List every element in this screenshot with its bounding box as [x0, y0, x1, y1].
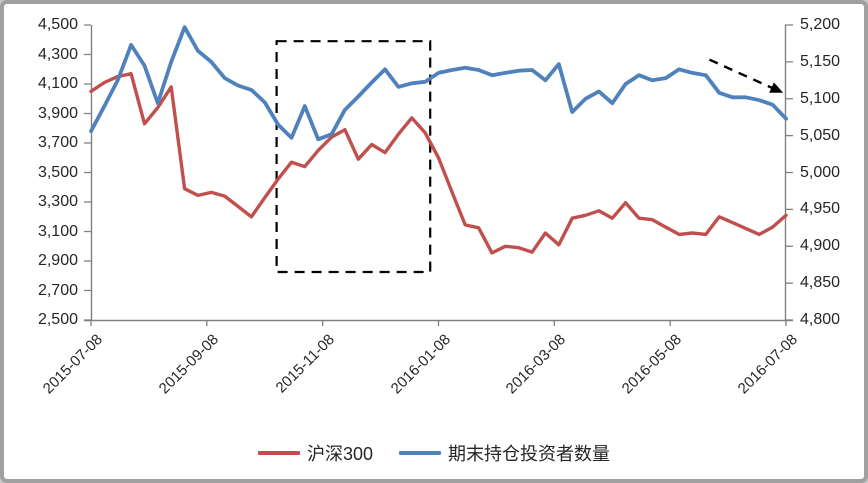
left-axis-tick-label: 2,900 — [37, 252, 78, 269]
legend-item-hs300: 沪深300 — [257, 440, 374, 466]
right-axis-tick-label: 5,150 — [800, 52, 841, 70]
left-axis-tick-label: 3,300 — [37, 193, 78, 210]
left-axis-tick-label: 4,300 — [37, 45, 78, 63]
x-axis-tick-label: 2016-03-08 — [503, 331, 570, 398]
plot-area — [84, 24, 793, 326]
x-axis-tick-label: 2016-07-08 — [734, 331, 802, 398]
legend-line-swatch-blue — [399, 451, 442, 455]
legend: 沪深300 期末持仓投资者数量 — [4, 440, 864, 466]
legend-label-investors: 期末持仓投资者数量 — [448, 444, 611, 464]
right-axis-tick-label: 5,000 — [800, 163, 841, 181]
right-axis-tick-label: 4,900 — [800, 237, 841, 255]
right-axis-tick-label: 5,200 — [800, 16, 841, 33]
right-axis-tick-label: 4,800 — [800, 311, 841, 328]
chart-canvas — [84, 24, 793, 326]
left-axis-tick-label: 3,900 — [37, 104, 78, 122]
left-axis-tick-label: 4,100 — [37, 75, 78, 92]
x-axis-tick-label: 2016-01-08 — [387, 331, 454, 398]
x-axis-tick-label: 2015-07-08 — [39, 331, 107, 398]
dashed-arrow-line — [709, 58, 777, 91]
left-axis-tick-label: 3,100 — [37, 222, 78, 240]
series-line-investors — [89, 25, 788, 142]
legend-label-hs300: 沪深300 — [306, 444, 374, 464]
legend-item-investors: 期末持仓投资者数量 — [399, 440, 610, 466]
left-axis-tick-label: 4,500 — [37, 16, 78, 33]
legend-line-swatch-red — [257, 451, 300, 455]
x-axis-tick-label: 2016-05-08 — [618, 331, 686, 398]
left-axis-tick-label: 3,500 — [37, 163, 78, 181]
series-line-hs300 — [89, 72, 788, 255]
left-axis-tick-label: 3,700 — [37, 134, 78, 151]
chart-stage: 沪深300 期末持仓投资者数量 2,500 2,700 2,900 3,100 3,30… — [4, 4, 864, 479]
dashed-box-annotation — [275, 40, 432, 274]
right-axis-tick-label: 4,950 — [800, 200, 841, 218]
x-axis-tick-label: 2015-09-08 — [155, 331, 222, 398]
dashed-arrow-head — [769, 82, 784, 93]
right-axis-tick-label: 5,050 — [800, 126, 841, 144]
x-axis-tick-label: 2015-11-08 — [272, 331, 338, 397]
right-axis-tick-label: 5,100 — [800, 89, 841, 107]
right-axis-tick-label: 4,850 — [800, 274, 841, 292]
left-axis-tick-label: 2,500 — [37, 311, 78, 328]
left-axis-tick-label: 2,700 — [37, 281, 78, 299]
